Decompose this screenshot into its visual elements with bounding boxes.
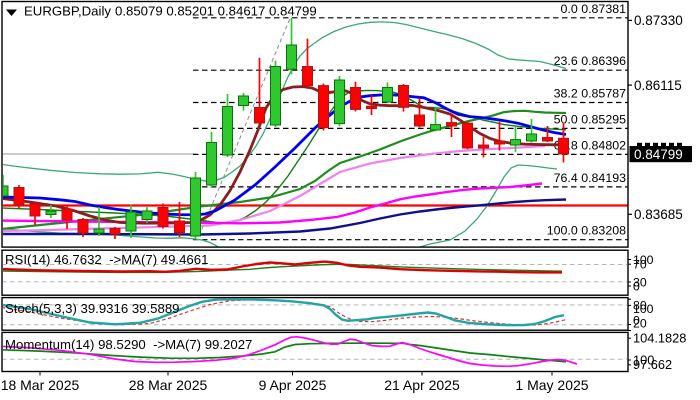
svg-text:30: 30 [633, 275, 647, 289]
svg-text:RSI(14) 46.7632 ->MA(7) 49.46: RSI(14) 46.7632 ->MA(7) 49.4661 [5, 252, 208, 267]
svg-text:9 Apr 2025: 9 Apr 2025 [259, 377, 327, 393]
svg-text:100: 100 [633, 352, 654, 367]
svg-text:18 Mar 2025: 18 Mar 2025 [1, 377, 80, 393]
svg-text:21 Apr 2025: 21 Apr 2025 [384, 377, 460, 393]
svg-text:Stoch(5,3,3) 39.9316 39.5889: Stoch(5,3,3) 39.9316 39.5889 [5, 301, 180, 316]
svg-text:70: 70 [633, 258, 647, 272]
svg-text:61.8 0.84802: 61.8 0.84802 [554, 138, 626, 152]
svg-text:28 Mar 2025: 28 Mar 2025 [129, 377, 208, 393]
svg-text:Momentum(14) 98.5290 ->MA(7): Momentum(14) 98.5290 ->MA(7) 99.2027 [5, 337, 252, 352]
svg-text:0.0 0.87381: 0.0 0.87381 [561, 2, 627, 16]
svg-text:1 May 2025: 1 May 2025 [515, 377, 588, 393]
svg-text:0: 0 [633, 314, 640, 328]
svg-text:EURGBP,Daily: EURGBP,Daily [24, 4, 111, 19]
svg-text:38.2 0.85787: 38.2 0.85787 [554, 87, 626, 101]
svg-text:0.87330: 0.87330 [634, 13, 683, 28]
svg-text:20: 20 [633, 316, 647, 330]
svg-text:100: 100 [633, 253, 654, 267]
svg-text:80: 80 [633, 299, 647, 313]
svg-text:0.85079 0.85201 0.84617 0.8479: 0.85079 0.85201 0.84617 0.84799 [115, 4, 317, 19]
svg-text:50.0 0.85295: 50.0 0.85295 [554, 112, 626, 126]
svg-text:0: 0 [633, 279, 640, 293]
svg-text:0.84799: 0.84799 [634, 147, 683, 162]
svg-text:104.1828: 104.1828 [633, 331, 686, 346]
svg-text:23.6 0.86396: 23.6 0.86396 [554, 54, 626, 68]
svg-text:97.662: 97.662 [633, 357, 672, 372]
svg-text:100: 100 [633, 302, 654, 316]
svg-text:76.4 0.84193: 76.4 0.84193 [554, 171, 626, 185]
svg-text:0.83685: 0.83685 [634, 207, 683, 222]
svg-text:0.86115: 0.86115 [634, 78, 682, 93]
svg-text:100.0 0.83208: 100.0 0.83208 [547, 224, 626, 238]
